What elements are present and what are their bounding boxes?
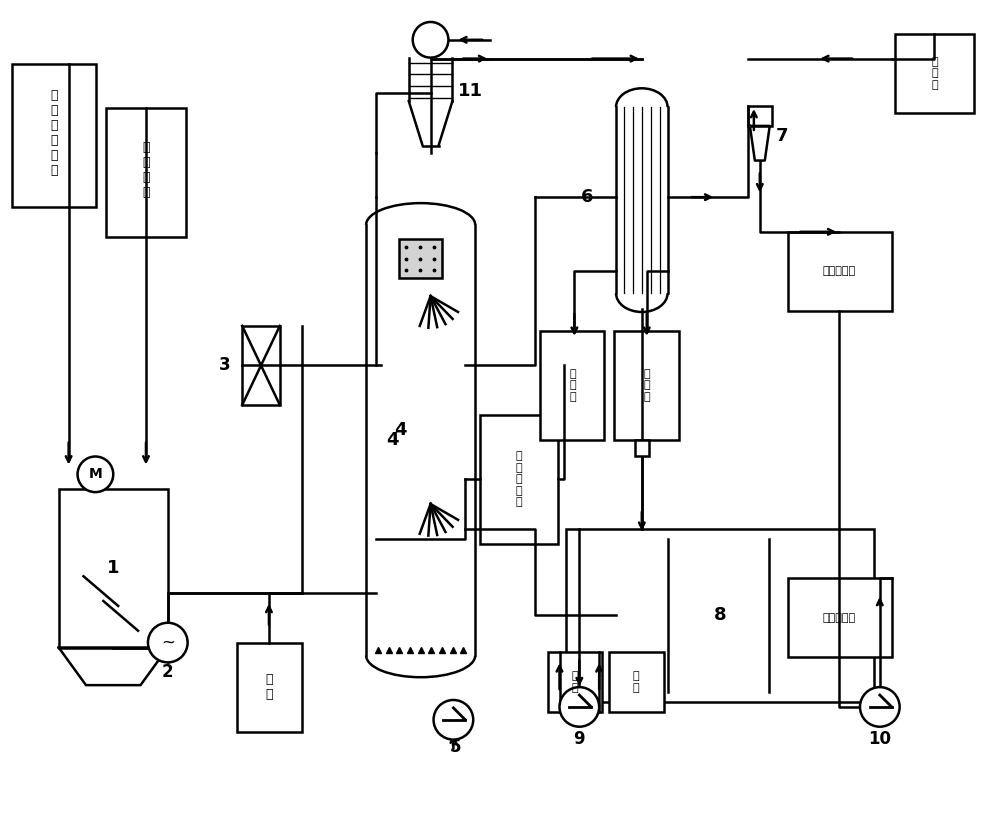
Bar	[399, 239, 442, 278]
Text: 3: 3	[219, 357, 230, 375]
Bar	[748, 106, 772, 126]
Bar	[635, 440, 649, 455]
Bar	[788, 232, 892, 311]
Text: 4: 4	[387, 431, 399, 449]
Bar	[242, 326, 280, 405]
Bar	[237, 642, 302, 732]
Bar	[566, 529, 874, 702]
Text: ~: ~	[161, 633, 175, 652]
Bar	[59, 489, 168, 648]
Bar	[895, 33, 974, 113]
Circle shape	[434, 700, 473, 739]
Bar	[614, 330, 679, 440]
Text: 2: 2	[162, 663, 174, 681]
Bar	[788, 579, 892, 658]
Text: 米
糠
液
入
料
泵: 米 糠 液 入 料 泵	[50, 89, 58, 177]
Text: 4: 4	[395, 421, 407, 439]
Circle shape	[148, 623, 188, 663]
Text: 10: 10	[868, 730, 891, 747]
Text: 8: 8	[714, 605, 726, 624]
Text: 1: 1	[107, 559, 120, 578]
Text: 9: 9	[574, 730, 585, 747]
Text: 冷
却
水: 冷 却 水	[569, 369, 576, 401]
Text: 5: 5	[450, 738, 461, 756]
Text: 混
合
油: 混 合 油	[931, 57, 938, 90]
Circle shape	[413, 22, 448, 58]
Text: 疏
水: 疏 水	[633, 672, 639, 693]
Bar	[480, 415, 558, 543]
Circle shape	[78, 456, 113, 492]
Text: 疏
水: 疏 水	[571, 672, 578, 693]
Bar	[106, 108, 186, 237]
Bar	[548, 653, 602, 712]
Circle shape	[560, 687, 599, 727]
Bar	[12, 64, 96, 207]
Text: 7: 7	[775, 126, 788, 144]
Circle shape	[860, 687, 900, 727]
Text: 冷
却
水: 冷 却 水	[643, 369, 650, 401]
Bar	[609, 653, 664, 712]
Text: 6: 6	[581, 188, 594, 206]
Text: 热
水
加
热
器: 热 水 加 热 器	[516, 451, 522, 508]
Text: 混合油输出: 混合油输出	[823, 613, 856, 623]
Text: 混合油输出: 混合油输出	[823, 266, 856, 277]
Bar	[540, 330, 604, 440]
Text: 溶
剂
蒸
汽: 溶 剂 蒸 汽	[142, 141, 150, 199]
Text: M: M	[89, 468, 102, 481]
Text: 11: 11	[458, 82, 483, 100]
Text: 蒸
汽: 蒸 汽	[265, 673, 273, 701]
